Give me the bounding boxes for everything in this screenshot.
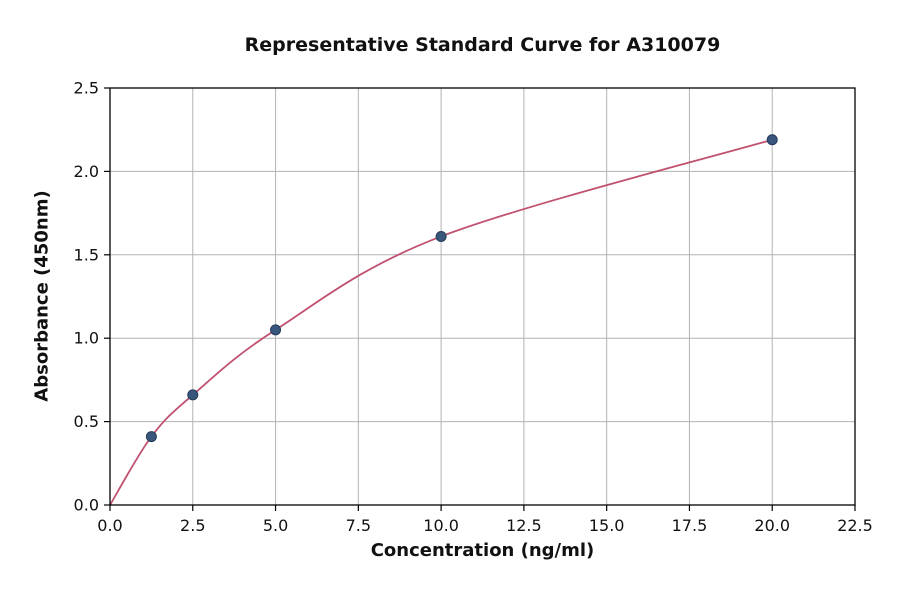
x-tick-label: 20.0	[754, 516, 790, 535]
x-tick-label: 5.0	[263, 516, 288, 535]
y-tick-label: 1.0	[74, 329, 99, 348]
x-tick-label: 0.0	[97, 516, 122, 535]
y-tick-label: 0.0	[74, 496, 99, 515]
data-point	[187, 389, 199, 401]
data-point	[435, 230, 447, 242]
x-axis-label: Concentration (ng/ml)	[370, 540, 595, 561]
y-tick-label: 2.5	[74, 79, 99, 98]
x-tick-label: 12.5	[506, 516, 542, 535]
x-tick-label: 22.5	[837, 516, 873, 535]
x-tick-label: 17.5	[672, 516, 708, 535]
plot-border	[109, 87, 856, 506]
data-point	[145, 431, 157, 443]
y-tick-label: 1.5	[74, 245, 99, 264]
data-point	[766, 134, 778, 146]
data-point	[270, 324, 282, 336]
x-tick-label: 15.0	[589, 516, 625, 535]
x-tick-label: 10.0	[423, 516, 459, 535]
y-tick-label: 2.0	[74, 162, 99, 181]
x-tick-label: 7.5	[346, 516, 371, 535]
x-tick-label: 2.5	[180, 516, 205, 535]
chart-title: Representative Standard Curve for A31007…	[244, 34, 721, 56]
y-tick-label: 0.5	[74, 412, 99, 431]
